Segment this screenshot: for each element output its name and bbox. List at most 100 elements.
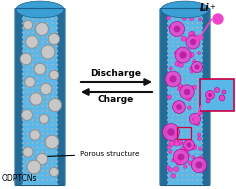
Circle shape (196, 184, 198, 185)
Circle shape (167, 170, 169, 172)
Circle shape (51, 59, 53, 61)
Circle shape (22, 78, 24, 80)
Circle shape (42, 73, 43, 75)
Circle shape (167, 9, 169, 10)
Circle shape (22, 105, 24, 107)
Circle shape (191, 36, 193, 38)
Circle shape (42, 110, 43, 112)
Circle shape (191, 133, 193, 135)
Circle shape (56, 101, 58, 102)
Circle shape (196, 41, 198, 43)
Circle shape (46, 105, 48, 107)
Circle shape (56, 13, 58, 15)
Circle shape (22, 18, 24, 20)
Circle shape (191, 96, 193, 98)
Circle shape (42, 161, 43, 162)
Circle shape (46, 156, 48, 158)
Circle shape (182, 91, 183, 93)
Circle shape (172, 133, 173, 135)
Circle shape (27, 174, 29, 176)
Circle shape (51, 9, 53, 10)
Circle shape (51, 45, 53, 47)
Circle shape (187, 45, 188, 47)
Circle shape (187, 105, 188, 107)
Circle shape (37, 91, 38, 93)
Circle shape (187, 68, 188, 70)
Circle shape (37, 36, 38, 38)
Circle shape (46, 32, 48, 33)
Bar (177, 127, 191, 139)
Circle shape (37, 82, 38, 84)
Circle shape (177, 68, 178, 70)
Circle shape (187, 138, 188, 139)
Circle shape (46, 73, 48, 75)
Circle shape (196, 68, 198, 70)
Circle shape (199, 111, 203, 115)
Circle shape (32, 174, 34, 176)
Circle shape (32, 124, 34, 125)
Circle shape (37, 151, 38, 153)
Ellipse shape (16, 1, 64, 18)
Circle shape (182, 96, 183, 98)
Circle shape (201, 161, 203, 162)
Circle shape (191, 184, 193, 185)
Circle shape (167, 41, 169, 43)
Circle shape (196, 64, 198, 66)
Circle shape (46, 115, 48, 116)
Circle shape (196, 32, 198, 33)
Circle shape (187, 115, 188, 116)
Circle shape (167, 115, 169, 116)
Circle shape (51, 55, 53, 57)
Circle shape (32, 115, 34, 116)
Circle shape (196, 179, 198, 181)
Circle shape (192, 85, 197, 90)
Circle shape (171, 173, 176, 178)
Circle shape (22, 151, 24, 153)
Circle shape (22, 156, 24, 158)
Circle shape (182, 170, 183, 172)
Circle shape (51, 22, 53, 24)
Circle shape (177, 36, 178, 38)
Circle shape (193, 60, 196, 63)
Circle shape (30, 93, 42, 105)
Circle shape (51, 156, 53, 158)
Circle shape (187, 32, 188, 33)
Circle shape (46, 55, 48, 57)
Circle shape (177, 128, 178, 130)
Circle shape (42, 119, 43, 121)
Circle shape (46, 50, 48, 52)
Circle shape (191, 82, 193, 84)
Circle shape (189, 32, 194, 36)
Circle shape (46, 59, 48, 61)
Circle shape (196, 59, 198, 61)
Circle shape (22, 115, 24, 116)
Circle shape (187, 22, 188, 24)
Circle shape (167, 101, 169, 102)
Circle shape (172, 73, 173, 75)
Circle shape (186, 96, 191, 101)
Circle shape (37, 170, 38, 172)
Circle shape (37, 73, 38, 75)
Circle shape (167, 79, 170, 83)
Circle shape (37, 22, 38, 24)
Circle shape (182, 36, 183, 38)
Circle shape (32, 156, 34, 158)
Circle shape (177, 82, 178, 84)
Circle shape (194, 64, 199, 70)
FancyBboxPatch shape (16, 9, 23, 185)
Circle shape (32, 151, 34, 153)
Circle shape (46, 165, 48, 167)
Circle shape (32, 119, 34, 121)
Circle shape (182, 165, 183, 167)
Circle shape (172, 170, 173, 172)
Circle shape (201, 78, 203, 80)
Circle shape (167, 18, 169, 20)
Circle shape (187, 73, 188, 75)
Circle shape (196, 50, 198, 52)
Circle shape (177, 157, 181, 162)
Circle shape (177, 156, 178, 158)
Circle shape (187, 179, 188, 181)
Circle shape (51, 105, 53, 107)
Circle shape (42, 170, 43, 172)
Circle shape (187, 170, 188, 172)
